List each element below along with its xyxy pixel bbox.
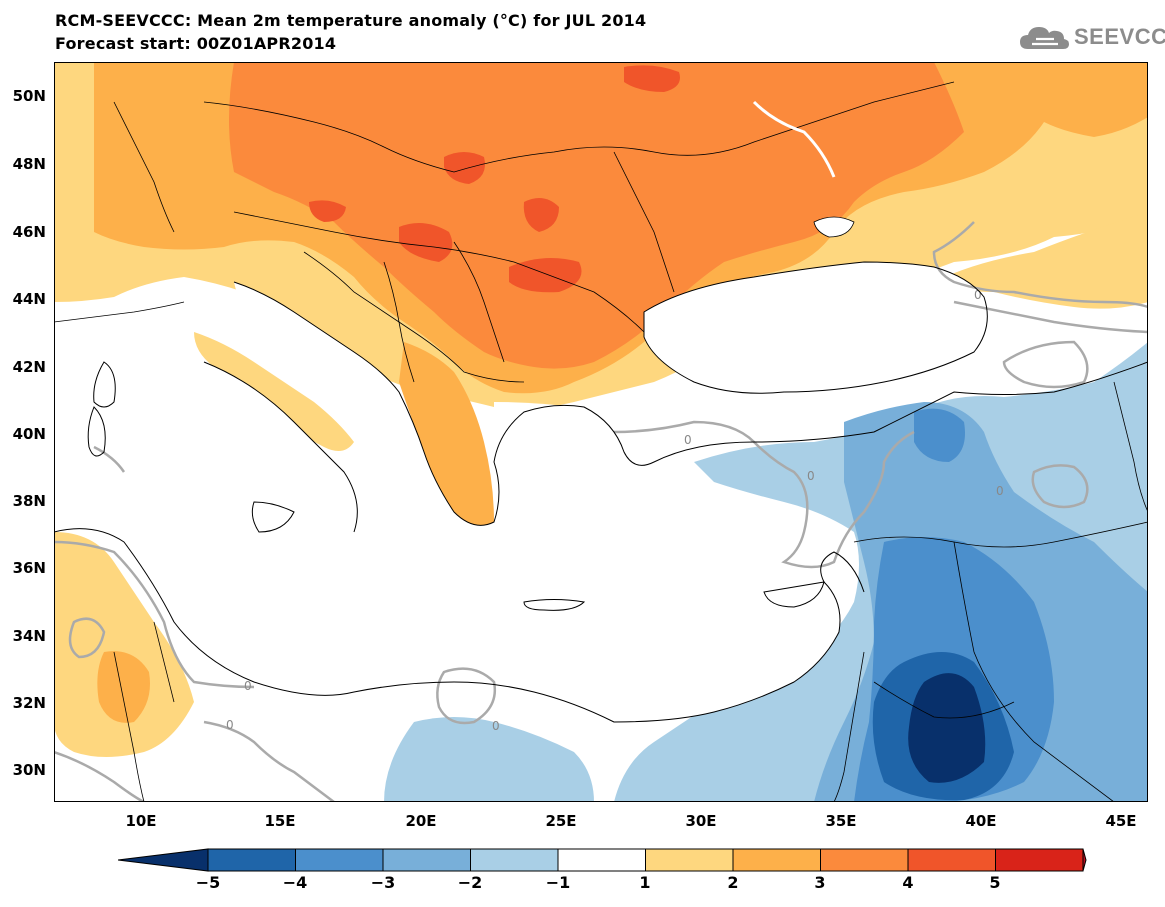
colorbar-tick: 1 (639, 873, 651, 892)
lat-label: 32N (12, 694, 46, 712)
lat-label: 30N (12, 761, 46, 779)
lon-label: 40E (965, 812, 997, 830)
colorbar-tick: 4 (902, 873, 914, 892)
anomaly-region-4to5-c (523, 198, 559, 232)
anomaly-region-4to5-a (624, 65, 680, 92)
cloud-icon (1020, 27, 1069, 49)
lat-label: 48N (12, 155, 46, 173)
colorbar-segment (207, 848, 296, 872)
contour-label-0: 0 (807, 469, 815, 483)
contour-label-0: 0 (244, 679, 252, 693)
anomaly-region-4to5-d (399, 223, 453, 262)
anomaly-region-3to4 (229, 62, 964, 369)
contour-label-0: 0 (974, 288, 982, 302)
colorbar-tick: 5 (989, 873, 1001, 892)
lat-label: 46N (12, 223, 46, 241)
anomaly-region-libya-cool (384, 717, 594, 802)
lon-label: 45E (1105, 812, 1137, 830)
lat-label: 34N (12, 627, 46, 645)
country-borders (54, 81, 1148, 802)
lon-label: 15E (264, 812, 296, 830)
forecast-start-label: Forecast start: 00Z01APR2014 (55, 34, 337, 53)
lat-label: 36N (12, 559, 46, 577)
lon-label: 30E (685, 812, 717, 830)
coastlines (54, 261, 1148, 723)
colorbar-segment (820, 848, 909, 872)
colorbar-segment (557, 848, 646, 872)
colorbar-segment (295, 848, 384, 872)
lon-label: 35E (825, 812, 857, 830)
colorbar-tick: −1 (545, 873, 571, 892)
logo-text: SEEVCCC (1074, 24, 1165, 49)
map-title: RCM-SEEVCCC: Mean 2m temperature anomaly… (55, 11, 647, 30)
colorbar-tick: −3 (370, 873, 396, 892)
anomaly-region-4to5-b (444, 152, 485, 184)
anomaly-region-turkey-m3 (914, 408, 965, 462)
anomaly-region-n-africa (54, 532, 194, 757)
lon-label: 20E (405, 812, 437, 830)
colorbar-segment (382, 848, 471, 872)
colorbar-segment (470, 848, 559, 872)
colorbar-segment (645, 848, 734, 872)
anomaly-region-n-africa-2 (97, 651, 150, 723)
sea-adriatic (234, 282, 399, 404)
contour-label-0: 0 (492, 719, 500, 733)
sea-black (644, 262, 988, 394)
anomaly-map: 0 0 0 0 0 0 0 (54, 62, 1148, 802)
lat-label: 50N (12, 87, 46, 105)
lon-label: 25E (545, 812, 577, 830)
anomaly-region-1to2-east (934, 212, 1148, 309)
colorbar-high-triangle (1082, 848, 1087, 872)
contour-label-0: 0 (226, 718, 234, 732)
colorbar (118, 848, 1087, 872)
contour-label-0: 0 (684, 433, 692, 447)
sea-aegean (494, 402, 616, 532)
colorbar-low-triangle (118, 848, 209, 872)
colorbar-tick: −2 (457, 873, 483, 892)
sea-azov (813, 216, 855, 238)
colorbar-tick: −5 (195, 873, 221, 892)
colorbar-segment (995, 848, 1084, 872)
anomaly-region-4to5-f (309, 200, 346, 222)
lat-label: 44N (12, 290, 46, 308)
anomaly-region-italy (194, 332, 354, 451)
colorbar-segment (732, 848, 821, 872)
anomaly-region-below-m5 (908, 673, 986, 783)
contour-label-0: 0 (996, 484, 1004, 498)
lat-label: 42N (12, 358, 46, 376)
colorbar-segment (907, 848, 996, 872)
river-dnieper (752, 100, 836, 178)
seevccc-logo: SEEVCCC (1018, 20, 1165, 54)
lat-label: 38N (12, 492, 46, 510)
zero-contours (54, 221, 1148, 802)
colorbar-tick: 2 (727, 873, 739, 892)
lat-label: 40N (12, 425, 46, 443)
colorbar-tick: 3 (814, 873, 826, 892)
anomaly-region-greece (399, 342, 494, 526)
lon-label: 10E (125, 812, 157, 830)
colorbar-tick: −4 (282, 873, 308, 892)
sea-mediterranean (54, 362, 840, 722)
